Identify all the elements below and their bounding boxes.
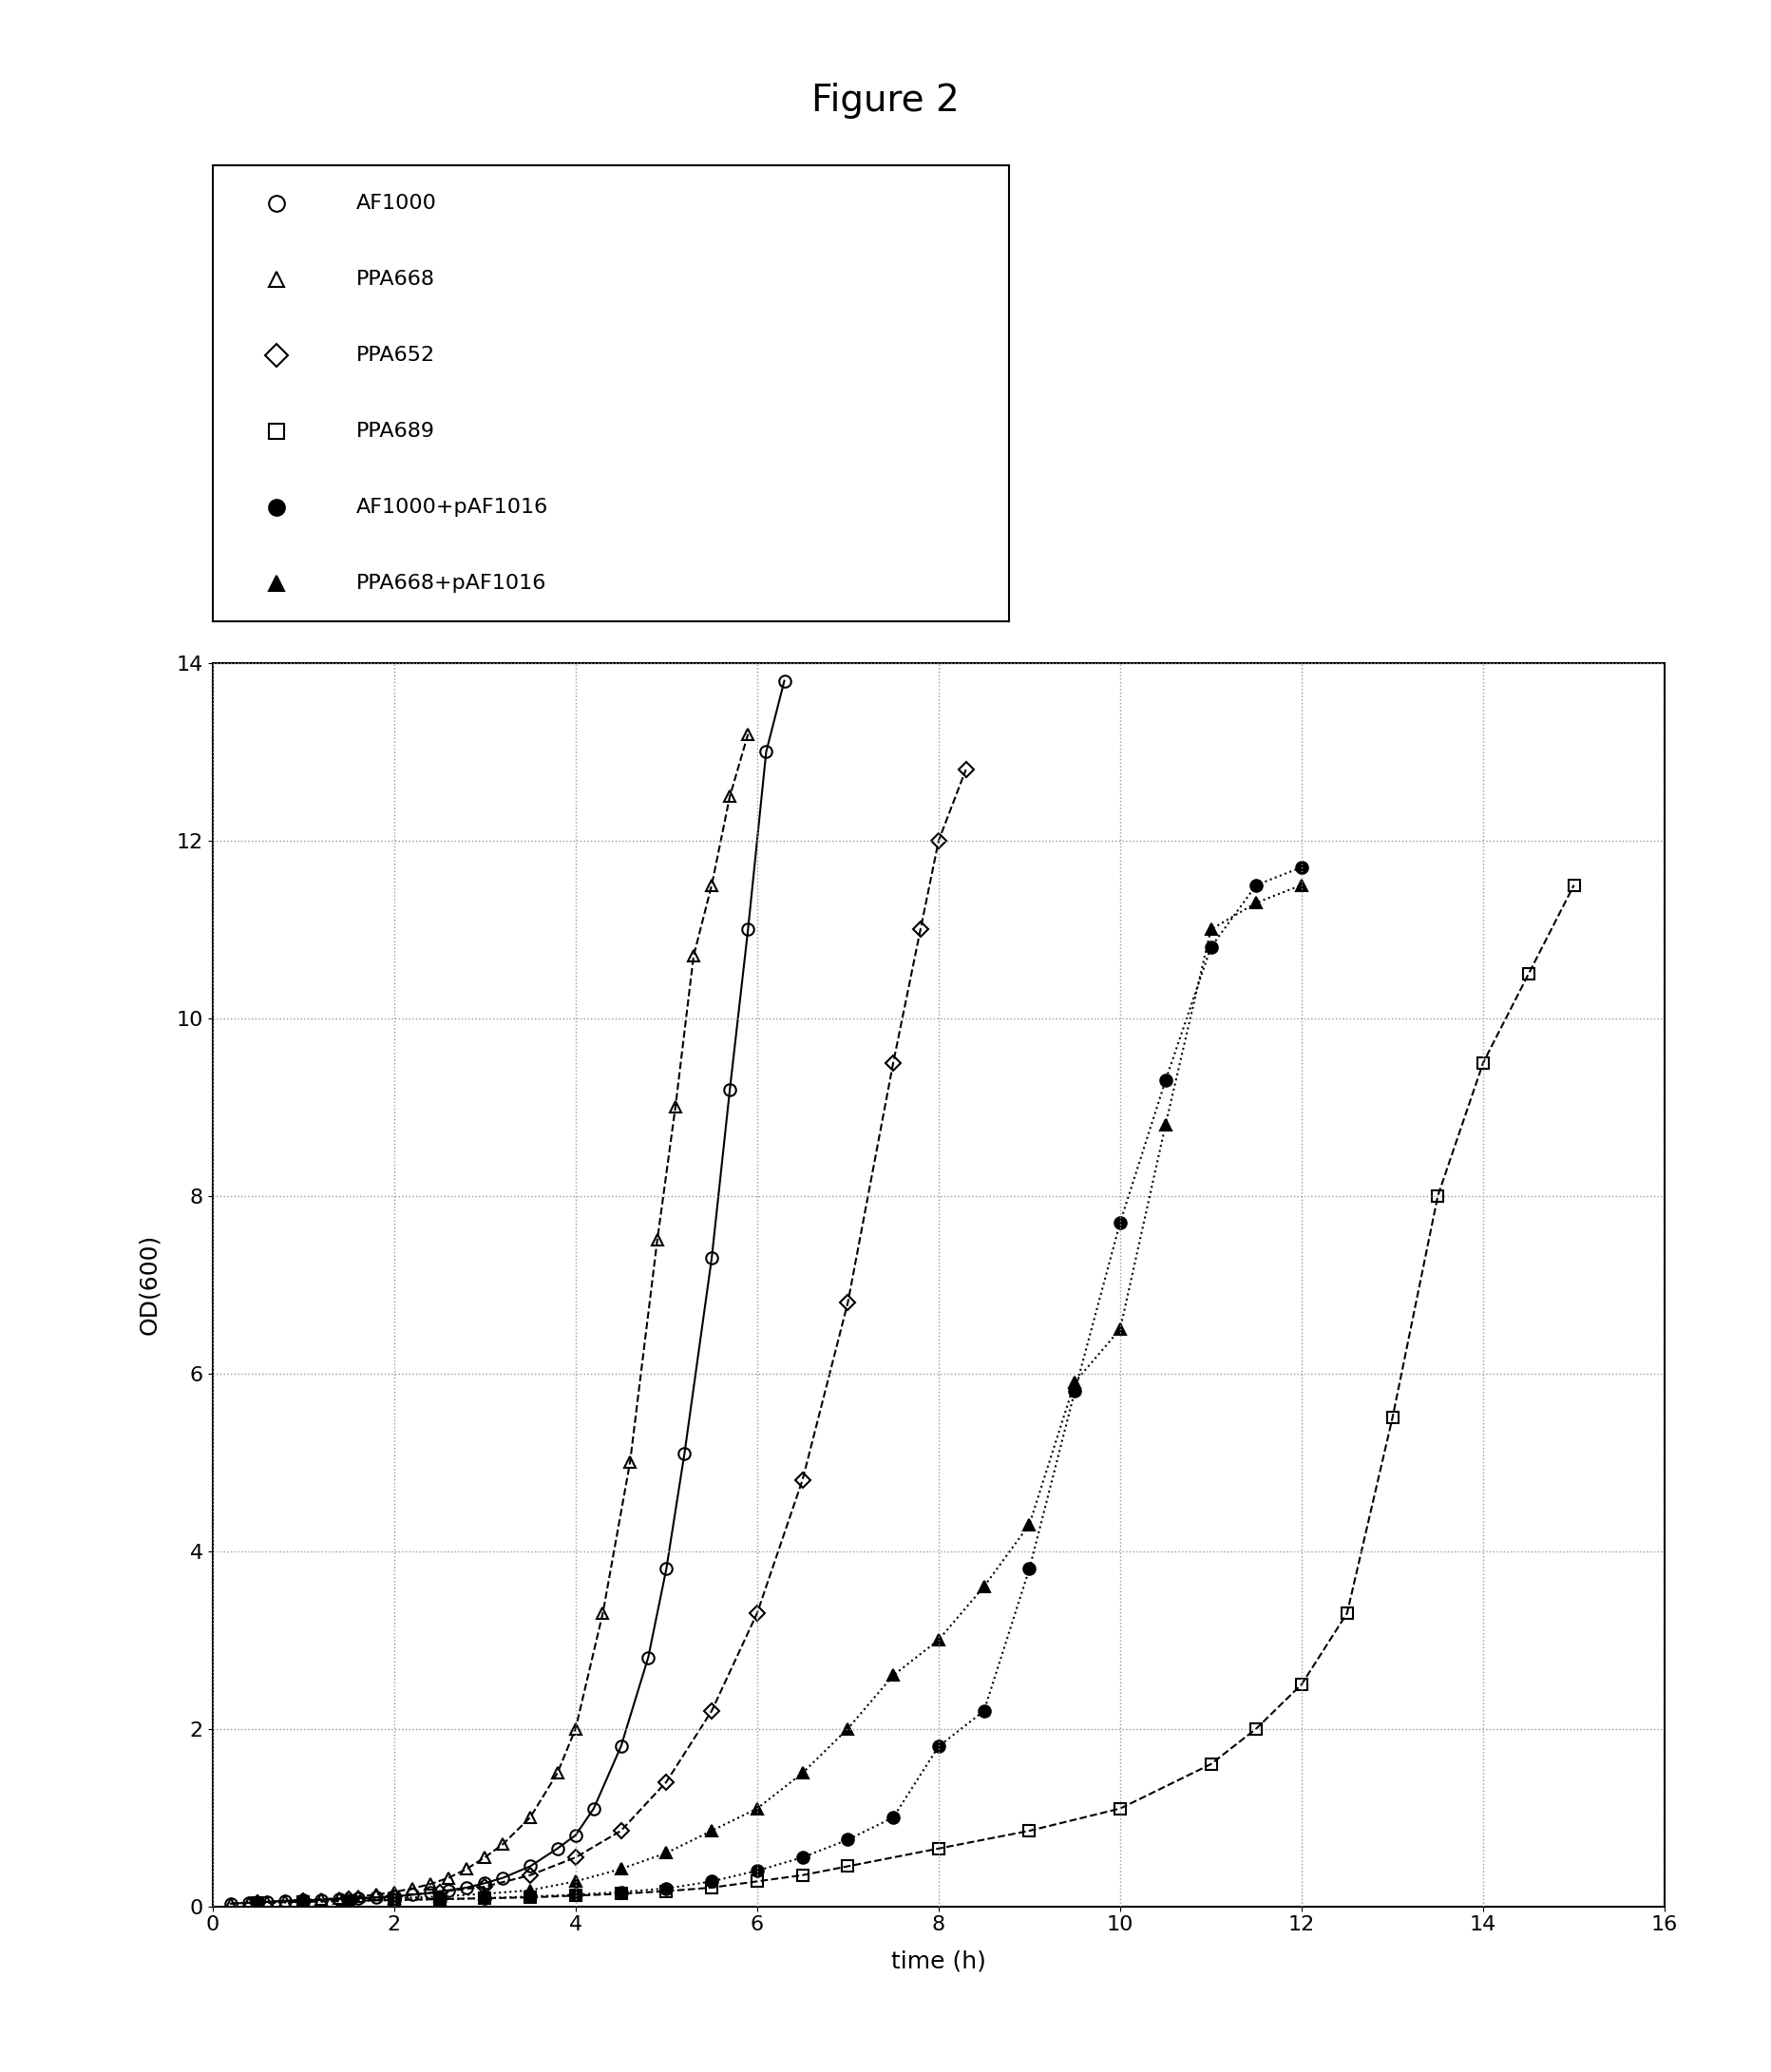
Y-axis label: OD(600): OD(600) <box>138 1235 161 1334</box>
Text: AF1000+pAF1016: AF1000+pAF1016 <box>356 497 549 518</box>
X-axis label: time (h): time (h) <box>891 1950 986 1973</box>
Text: PPA652: PPA652 <box>356 346 436 365</box>
Text: PPA668+pAF1016: PPA668+pAF1016 <box>356 574 545 593</box>
Text: AF1000: AF1000 <box>356 195 437 213</box>
Text: Figure 2: Figure 2 <box>811 83 960 118</box>
Text: PPA668: PPA668 <box>356 269 436 290</box>
Text: PPA689: PPA689 <box>356 423 436 441</box>
